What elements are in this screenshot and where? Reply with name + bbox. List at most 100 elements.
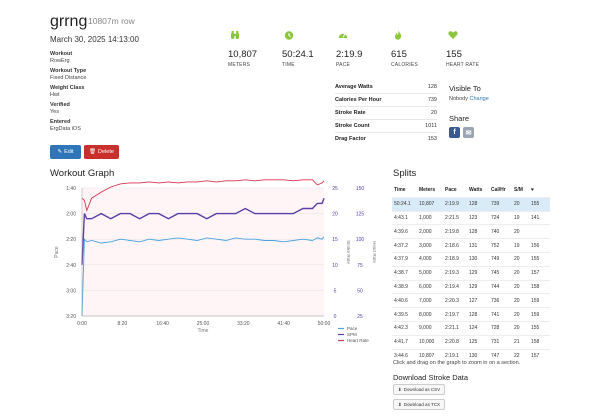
stat-time: 50:24.1 TIME xyxy=(282,27,330,68)
y-tick-label: 2:40 xyxy=(66,263,76,269)
stat-value: 615 xyxy=(391,49,407,60)
split-cell: 752 xyxy=(491,242,500,249)
y-axis-label-spm: Stroke Rate xyxy=(346,240,351,264)
split-cell: 5,000 xyxy=(419,270,432,277)
change-visibility-link[interactable]: Change xyxy=(469,96,489,102)
workout-graph-heading: Workout Graph xyxy=(50,168,115,179)
stat-caption: TIME xyxy=(282,62,295,68)
split-cell: 2:21.1 xyxy=(445,325,459,332)
legend-label: Pace xyxy=(347,326,358,331)
split-cell: 129 xyxy=(469,270,478,277)
split-cell: 728 xyxy=(491,325,500,332)
download-tcx-button[interactable]: ⬇ Download as TCX xyxy=(393,399,445,410)
download-csv-label: Download as CSV xyxy=(403,387,441,392)
flame-icon xyxy=(395,30,402,40)
hr-tick-label: 25 xyxy=(357,314,363,320)
download-heading: Download Stroke Data xyxy=(393,373,469,382)
spm-tick-label: 15 xyxy=(332,237,338,243)
zoom-hint: Click and drag on the graph to zoom in o… xyxy=(393,360,521,366)
stat-value: 10,807 xyxy=(228,49,258,60)
split-row: 50:24.1 10,807 2:19.9 128 739 20 155 xyxy=(392,196,550,211)
delete-button-label: Delete xyxy=(98,149,114,155)
split-cell: 20 xyxy=(514,283,520,290)
split-cell: 10,807 xyxy=(419,201,435,208)
split-cell: 741 xyxy=(491,311,500,318)
stat-meters: 10,807 METERS xyxy=(228,27,276,68)
split-cell: 3:44.6 xyxy=(394,352,408,359)
hr-tick-label: 150 xyxy=(356,186,365,192)
split-cell: 131 xyxy=(469,242,478,249)
hr-tick-label: 50 xyxy=(357,288,363,294)
hr-tick-label: 100 xyxy=(356,237,365,243)
split-row: 4:38.9 6,000 2:19.4 129 744 20 158 xyxy=(392,279,550,294)
download-tcx-label: Download as TCX xyxy=(403,402,440,407)
info-value: Fixed Distance xyxy=(50,75,87,81)
y-tick-label: 2:00 xyxy=(66,212,76,218)
split-cell: 2:19.8 xyxy=(445,228,459,235)
split-cell: 20 xyxy=(514,270,520,277)
metric-value: 739 xyxy=(427,97,437,103)
split-cell: 736 xyxy=(491,297,500,304)
visibility-value: Nobody Change xyxy=(449,96,489,102)
hr-tick-label: 125 xyxy=(356,212,365,218)
info-label: Workout xyxy=(50,51,73,57)
heart-rate-line xyxy=(81,179,325,213)
split-cell: 2:19.3 xyxy=(445,270,459,277)
download-icon: ⬇ xyxy=(397,386,402,392)
stat-caption: METERS xyxy=(228,62,251,68)
metric-value: 1011 xyxy=(425,123,437,129)
split-cell: 19 xyxy=(514,242,520,249)
spm-tick-label: 5 xyxy=(334,288,337,294)
email-share-icon[interactable]: ✉ xyxy=(463,127,474,138)
edit-button[interactable]: ✎ Edit xyxy=(50,145,81,159)
split-cell: 124 xyxy=(469,325,478,332)
speedometer-icon xyxy=(338,33,348,38)
metric-row: Average Watts 128 xyxy=(335,80,437,93)
info-label: Entered xyxy=(50,119,71,125)
workout-graph[interactable]: 1:40 2:00 2:20 2:40 3:00 3:200:00 8:20 16:40 25:… xyxy=(52,178,382,350)
workout-subtitle: 10807m row xyxy=(88,16,135,26)
split-row: 4:37.2 3,000 2:18.6 131 752 19 156 xyxy=(392,238,550,252)
stat-value: 155 xyxy=(446,49,462,60)
metric-label: Average Watts xyxy=(335,83,373,90)
facebook-share-icon[interactable]: f xyxy=(449,127,460,138)
split-cell: 4:38.9 xyxy=(394,283,408,290)
x-tick-label: 0:00 xyxy=(77,321,87,327)
metric-row: Stroke Count 1011 xyxy=(335,119,437,132)
metric-row: Stroke Rate 20 xyxy=(335,106,437,119)
split-cell: 3,000 xyxy=(419,242,432,249)
split-cell: 20 xyxy=(514,325,520,332)
x-tick-label: 8:20 xyxy=(117,321,127,327)
split-cell: 745 xyxy=(491,270,500,277)
split-cell: 4:41.7 xyxy=(394,339,408,346)
splits-column-header: Cal/Hr xyxy=(491,186,506,193)
split-cell: 21 xyxy=(514,339,520,346)
metric-label: Stroke Rate xyxy=(335,110,366,116)
split-cell: 4:42.3 xyxy=(394,325,408,332)
info-label: Workout Type xyxy=(50,68,87,74)
stat-calories: 615 CALORIES xyxy=(391,27,439,68)
spm-tick-label: 10 xyxy=(332,263,338,269)
split-cell: 141 xyxy=(531,214,540,221)
download-csv-button[interactable]: ⬇ Download as CSV xyxy=(393,384,445,395)
split-cell: 2:20.3 xyxy=(445,297,459,304)
metric-label: Stroke Count xyxy=(335,123,370,129)
split-cell: 7,000 xyxy=(419,297,432,304)
plot-area xyxy=(82,188,324,316)
visible-to-heading: Visible To xyxy=(449,84,481,93)
split-cell: 8,000 xyxy=(419,311,432,318)
split-cell: 159 xyxy=(531,297,540,304)
pace-line xyxy=(81,236,325,317)
workout-info: Workout RowErg Workout Type Fixed Distan… xyxy=(50,47,180,132)
delete-button[interactable]: 🗑 Delete xyxy=(84,145,119,159)
split-cell: 4:39.6 xyxy=(394,228,408,235)
split-cell: 22 xyxy=(514,352,520,359)
splits-header-row: Time Meters Pace Watts Cal/Hr S/M ♥ xyxy=(392,183,550,197)
split-cell: 2,000 xyxy=(419,228,432,235)
hr-tick-label: 75 xyxy=(357,263,363,269)
heart-icon xyxy=(448,31,458,39)
split-cell: 20 xyxy=(514,228,520,235)
split-cell: 724 xyxy=(491,214,500,221)
split-cell: 158 xyxy=(531,283,540,290)
split-cell: 128 xyxy=(469,311,478,318)
